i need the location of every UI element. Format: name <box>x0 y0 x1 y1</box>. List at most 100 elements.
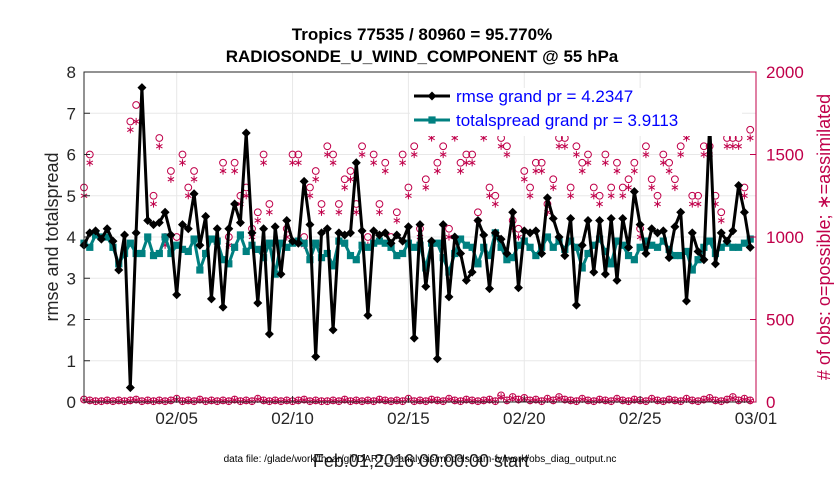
rmse-point <box>137 83 147 93</box>
obs-assimilated-marker <box>434 167 441 175</box>
obs-assimilated-marker <box>497 142 505 150</box>
totalspread-point <box>433 239 441 247</box>
obs-possible-marker <box>607 183 616 192</box>
obs-assimilated-marker-low <box>573 397 580 405</box>
obs-possible-marker <box>126 117 135 126</box>
rmse-point <box>710 259 720 269</box>
obs-assimilated-marker <box>578 167 586 175</box>
obs-possible-marker <box>531 158 540 167</box>
rmse-point <box>531 226 541 236</box>
obs-assimilated-marker <box>318 208 325 216</box>
obs-assimilated-marker <box>410 150 418 159</box>
totalspread-point <box>607 260 615 268</box>
rmse-point <box>328 325 338 335</box>
obs-possible-marker <box>184 183 193 192</box>
obs-possible-marker <box>219 158 227 167</box>
obs-possible-marker <box>311 167 320 175</box>
obs-assimilated-marker <box>405 192 412 200</box>
totalspread-point <box>306 256 314 264</box>
obs-possible-marker <box>462 150 471 159</box>
rmse-point <box>496 234 506 244</box>
obs-assimilated-marker <box>352 208 360 216</box>
rmse-point <box>183 224 193 234</box>
y-left-tick-label-5: 5 <box>67 187 76 206</box>
rmse-point <box>716 228 726 238</box>
obs-assimilated-marker-low <box>607 397 615 405</box>
rmse-point <box>589 267 599 277</box>
rmse-point <box>293 238 303 248</box>
rmse-point <box>369 226 379 236</box>
obs-assimilated-marker <box>341 183 349 192</box>
obs-possible-marker <box>665 158 674 167</box>
obs-possible-marker <box>392 208 401 217</box>
rmse-point <box>577 240 587 250</box>
obs-possible-marker <box>259 150 268 159</box>
totalspread-point <box>341 239 349 247</box>
obs-assimilated-marker <box>179 159 186 167</box>
obs-assimilated-marker <box>602 159 609 167</box>
y-left-tick-label-1: 1 <box>67 352 76 371</box>
obs-assimilated-marker <box>323 150 331 159</box>
obs-possible-marker <box>398 150 407 159</box>
obs-assimilated-marker <box>717 216 725 225</box>
rmse-point <box>485 284 495 294</box>
totalspread-point <box>584 249 592 258</box>
obs-assimilated-marker <box>289 159 296 167</box>
obs-possible-marker <box>595 191 604 200</box>
rmse-point <box>253 298 263 308</box>
obs-assimilated-marker <box>700 150 708 159</box>
rmse-line <box>82 86 752 390</box>
rmse-point <box>317 228 327 238</box>
x-tick-label-2: 02/15 <box>387 409 430 428</box>
obs-possible-marker <box>375 200 384 208</box>
obs-possible-marker <box>433 158 442 167</box>
obs-assimilated-marker <box>266 208 273 216</box>
obs-possible-marker <box>404 183 413 192</box>
obs-possible-marker <box>369 150 378 159</box>
rmse-point <box>444 292 454 302</box>
rmse-point <box>635 220 645 230</box>
totalspread-point <box>503 256 511 264</box>
rmse-point <box>566 213 576 223</box>
rmse-point <box>311 352 321 362</box>
totalspread-point <box>659 237 667 245</box>
rmse-point <box>235 218 245 228</box>
rmse-point <box>415 220 425 230</box>
rmse-point <box>403 222 413 232</box>
totalspread-point <box>422 264 430 272</box>
totalspread-point <box>271 270 279 278</box>
obs-assimilated-marker <box>619 192 627 200</box>
totalspread-point <box>161 233 169 241</box>
totalspread-point <box>144 233 152 241</box>
obs-assimilated-marker-low <box>677 397 685 405</box>
totalspread-point <box>312 239 320 247</box>
rmse-point <box>322 224 332 234</box>
totalspread-point <box>346 251 355 260</box>
obs-possible-marker <box>589 183 598 192</box>
rmse-point <box>172 290 182 300</box>
obs-assimilated-marker <box>625 183 632 192</box>
obs-possible-marker <box>572 142 581 151</box>
obs-assimilated-marker <box>358 150 366 159</box>
obs-assimilated-marker <box>642 150 650 159</box>
rmse-point <box>728 226 738 236</box>
totalspread-point <box>410 243 418 251</box>
totalspread-point <box>653 243 662 251</box>
obs-assimilated-marker <box>393 216 401 225</box>
y-left-tick-label-3: 3 <box>67 269 76 288</box>
obs-assimilated-marker <box>515 233 522 241</box>
rmse-point <box>166 230 176 240</box>
y-left-tick-label-7: 7 <box>67 104 76 123</box>
obs-assimilated-marker-low <box>399 397 406 405</box>
obs-assimilated-marker <box>86 159 94 167</box>
y-left-tick-label-6: 6 <box>67 146 76 165</box>
obs-assimilated-marker <box>254 216 262 225</box>
obs-possible-marker <box>230 158 239 167</box>
obs-possible-marker <box>190 167 198 175</box>
y-right-tick-label-0: 0 <box>766 393 775 412</box>
rmse-point <box>247 228 257 238</box>
totalspread-point <box>277 239 285 247</box>
totalspread-point <box>543 233 552 241</box>
obs-possible-marker <box>410 142 419 151</box>
obs-possible-marker <box>642 142 650 151</box>
